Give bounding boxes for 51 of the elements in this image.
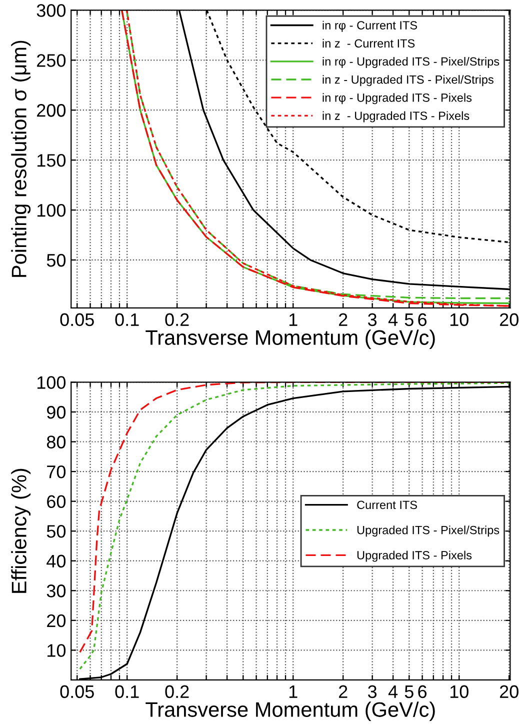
x-tick-label: 0.05 [60, 685, 94, 698]
y-tick-label: 50 [46, 525, 66, 538]
legend-label: Upgraded ITS - Pixels [357, 550, 472, 562]
y-tick-label: 80 [46, 436, 66, 448]
x-tick-label: 3 [368, 685, 377, 698]
y-tick-label: 300 [36, 4, 66, 17]
x-axis-title: Transverse Momentum (GeV/c) [146, 330, 435, 350]
x-tick-label: 1 [289, 313, 298, 326]
x-tick-label: 10 [450, 685, 468, 698]
legend-label: Upgraded ITS - Pixel/Strips [357, 526, 500, 537]
legend-label: Current ITS [357, 500, 417, 510]
y-tick-label: 200 [37, 104, 66, 117]
x-tick-label: 10 [450, 313, 468, 326]
x-tick-label: 20 [500, 685, 518, 698]
x-tick-label: 0.1 [115, 313, 139, 326]
y-tick-label: 250 [37, 54, 66, 67]
x-tick-label: 2 [338, 685, 348, 698]
y-tick-label: 40 [46, 554, 66, 568]
x-tick-label: 6 [418, 685, 427, 698]
x-tick-label: 0.1 [115, 685, 139, 698]
legend-label: in rφ - Current ITS [322, 20, 417, 32]
y-tick-label: 10 [48, 644, 66, 657]
legend-label: in z - Upgraded ITS - Pixel/Strips [322, 75, 494, 86]
x-tick-label: 0.2 [165, 685, 189, 698]
y-tick-label: 50 [46, 254, 66, 267]
x-tick-label: 5 [404, 313, 414, 326]
x-tick-label: 6 [418, 313, 427, 326]
y-axis-title: Efficiency (%) [11, 468, 31, 593]
x-tick-label: 20 [500, 313, 518, 326]
y-tick-label: 20 [47, 614, 66, 628]
x-tick-label: 4 [388, 313, 398, 326]
legend-label: in rφ - Upgraded ITS - Pixels [322, 93, 472, 104]
legend-label: in rφ - Upgraded ITS - Pixel/Strips [322, 56, 500, 68]
x-tick-label: 3 [368, 313, 377, 326]
legend-label: in z - Upgraded ITS - Pixels [322, 111, 470, 122]
y-tick-label: 150 [37, 154, 66, 167]
y-tick-label: 70 [47, 465, 66, 478]
x-tick-label: 1 [289, 685, 298, 698]
y-axis-title: Pointing resolution σ (μm) [11, 40, 31, 277]
y-tick-label: 90 [47, 406, 66, 419]
legend-label: in z - Current ITS [322, 38, 415, 48]
x-tick-label: 5 [404, 685, 414, 698]
y-tick-label: 30 [46, 584, 66, 598]
y-tick-label: 100 [37, 376, 66, 389]
x-axis-title: Transverse Momentum (GeV/c) [146, 702, 435, 722]
y-tick-label: 60 [47, 495, 66, 508]
x-tick-label: 0.2 [165, 313, 189, 326]
x-tick-label: 0.05 [60, 313, 94, 326]
y-tick-label: 100 [37, 204, 66, 217]
x-tick-label: 4 [388, 685, 398, 698]
x-tick-label: 2 [338, 313, 348, 326]
